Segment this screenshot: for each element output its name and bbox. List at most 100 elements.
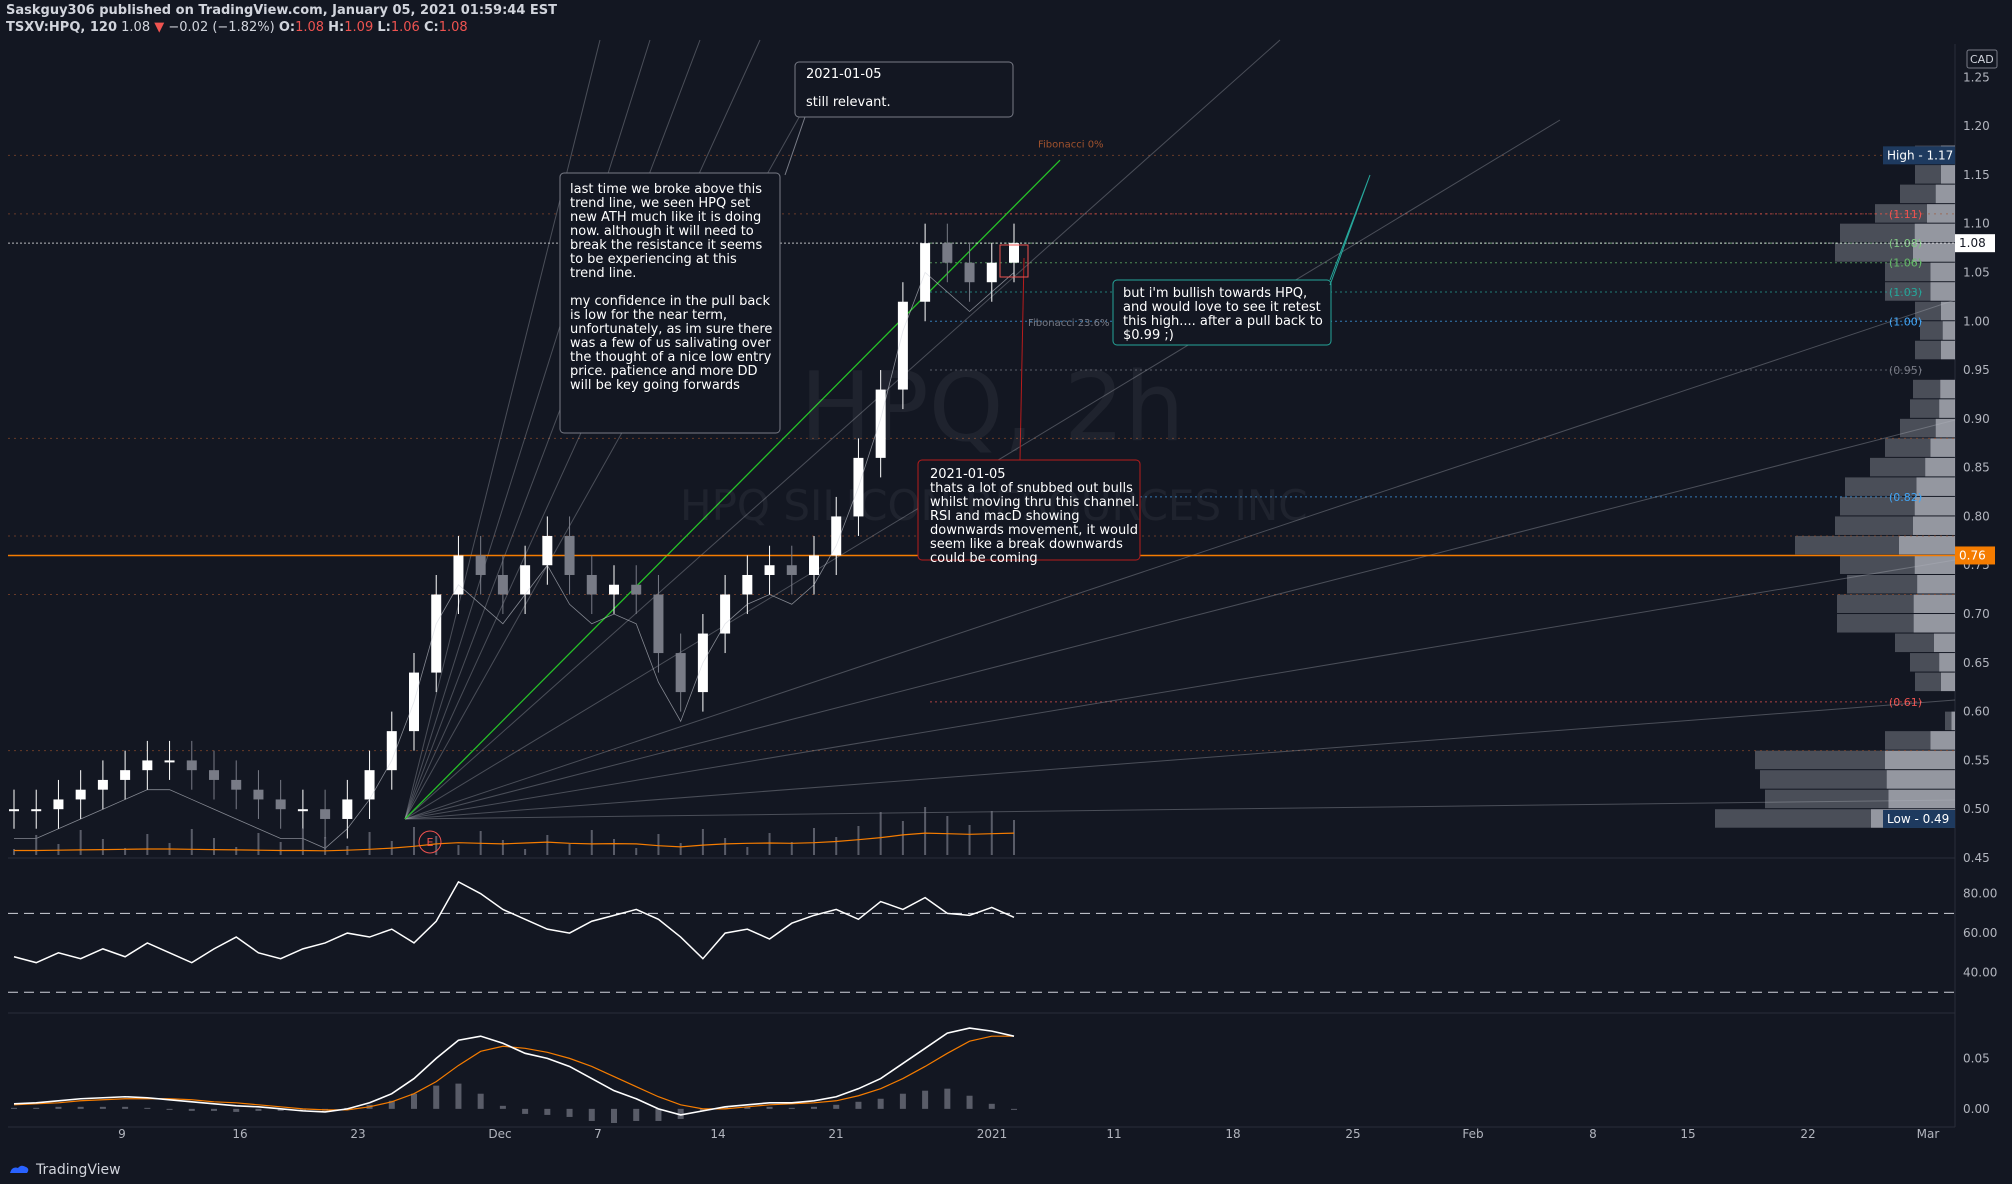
macd-histogram-bar (277, 1108, 284, 1111)
candle-body (386, 731, 397, 771)
x-tick-label: 2021 (977, 1127, 1008, 1141)
volume-bar (190, 829, 193, 855)
note-trend-line[interactable]: last time we broke above this trend line… (570, 182, 773, 393)
fib-level-label: (0.82) (1889, 491, 1922, 504)
note-snubbed-bulls[interactable]: 2021-01-05 thats a lot of snubbed out bu… (930, 467, 1140, 566)
volume-profile-bar (1925, 457, 1955, 477)
volume-bar (368, 832, 371, 855)
macd-histogram-bar (477, 1093, 484, 1109)
published-text: Saskguy306 published on TradingView.com,… (6, 3, 558, 18)
macd-histogram-bar (388, 1100, 395, 1109)
macd-tick-label: 0.00 (1963, 1102, 1990, 1116)
price-label-bg (1883, 809, 1955, 828)
candle-body (564, 535, 575, 575)
note-bullish[interactable]: but i'm bullish towards HPQ, and would l… (1123, 286, 1327, 343)
candle-body (275, 799, 286, 810)
low-value: 1.06 (390, 20, 420, 35)
volume-bar (13, 849, 15, 855)
candle-body (475, 555, 486, 575)
rsi-tick-label: 60.00 (1963, 926, 1997, 940)
macd-histogram-bar (722, 1106, 729, 1109)
candle-body (364, 770, 375, 800)
x-tick-label: 7 (594, 1127, 602, 1141)
candle-body (520, 565, 531, 595)
fib-label: Fibonacci 0% (1038, 140, 1104, 151)
tradingview-footer[interactable]: TradingView (8, 1162, 121, 1178)
candle-body (97, 779, 108, 790)
macd-histogram-bar (144, 1107, 151, 1109)
volume-bar (813, 828, 815, 855)
volume-profile-bar (1913, 243, 1955, 262)
currency-label: CAD (1970, 53, 1994, 66)
footer-brand: TradingView (36, 1162, 121, 1178)
candle-body (809, 555, 819, 575)
volume-bar (924, 807, 927, 855)
volume-bar (568, 844, 571, 855)
volume-profile-bar (1888, 789, 1955, 809)
x-tick-label: 8 (1589, 1127, 1597, 1141)
candle-body (742, 574, 753, 595)
note-pointer (1329, 174, 1371, 286)
volume-profile-bar (1914, 496, 1955, 516)
volume-profile-bar (1930, 282, 1955, 301)
note-box (1112, 279, 1332, 346)
candle-body (875, 389, 886, 458)
price-tick-label: 0.90 (1963, 412, 1990, 426)
price-tick-label: 1.00 (1963, 314, 1990, 328)
candle-body (942, 243, 953, 263)
price-tick-label: 1.10 (1963, 217, 1990, 231)
price-tick-label: 0.65 (1963, 656, 1990, 670)
volume-profile-bar (1945, 711, 1955, 731)
note-box (917, 459, 1141, 561)
volume-bar (613, 839, 615, 855)
macd-histogram-bar (699, 1108, 706, 1111)
volume-bar (746, 847, 749, 855)
macd-histogram-bar (744, 1106, 751, 1109)
price-label: High - 1.17 (1887, 148, 1953, 162)
fan-line (404, 39, 601, 820)
macd-histogram-bar (122, 1106, 129, 1109)
volume-profile-bar (1942, 321, 1955, 340)
volume-profile-bar (1941, 672, 1955, 692)
open-value: 1.08 (295, 20, 325, 35)
candle-body (75, 789, 86, 800)
note-still-relevant[interactable]: 2021-01-05 still relevant. (806, 67, 891, 110)
price-label-bg (1955, 234, 1995, 253)
macd-histogram-bar (611, 1108, 617, 1123)
candle-body (497, 574, 508, 595)
macd-histogram-bar (522, 1108, 529, 1114)
price-label: Low - 0.49 (1887, 812, 1949, 826)
macd-histogram-bar (877, 1098, 884, 1109)
symbol-legend[interactable]: TSXV:HPQ, 120 1.08 ▼ −0.02 (−1.82%) O:1.… (6, 20, 468, 35)
macd-histogram-bar (455, 1083, 462, 1109)
volume-profile-bar (1939, 399, 1955, 418)
volume-bar (835, 837, 838, 855)
open-label: O: (278, 20, 296, 35)
candle-body (542, 535, 553, 566)
x-tick-label: 15 (1680, 1127, 1695, 1141)
fan-line (404, 39, 651, 820)
candle-body (164, 760, 175, 763)
volume-bar (724, 838, 727, 855)
volume-bar (657, 834, 660, 855)
macd-tick-label: 0.05 (1963, 1051, 1990, 1065)
volume-bar (790, 842, 793, 855)
fib-level-label: (1.00) (1889, 315, 1922, 328)
candle-body (53, 799, 64, 810)
earnings-marker (418, 830, 442, 854)
volume-profile-bar (1885, 750, 1955, 770)
note-box (794, 61, 1014, 118)
macd-histogram-bar (855, 1101, 862, 1109)
macd-histogram-bar (188, 1108, 195, 1111)
macd-histogram-bar (966, 1095, 973, 1109)
fan-line (404, 39, 701, 820)
volume-profile-bar (1934, 633, 1955, 653)
price-tick-label: 0.95 (1963, 363, 1990, 377)
macd-histogram-bar (77, 1106, 84, 1109)
candle-body (342, 799, 353, 819)
volume-profile-bar (1899, 535, 1955, 555)
macd-line (13, 1027, 1015, 1116)
price-tick-label: 1.15 (1963, 168, 1990, 182)
macd-histogram-bar (811, 1106, 817, 1109)
